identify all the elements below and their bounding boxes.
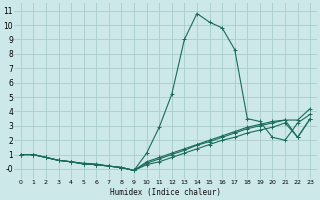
X-axis label: Humidex (Indice chaleur): Humidex (Indice chaleur) [110,188,221,197]
